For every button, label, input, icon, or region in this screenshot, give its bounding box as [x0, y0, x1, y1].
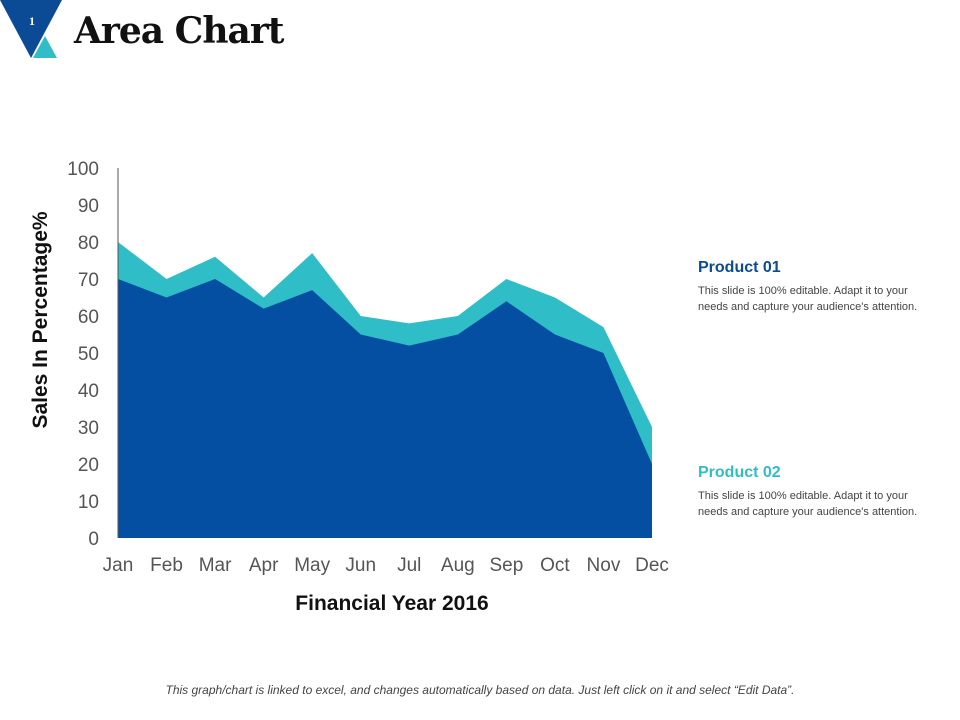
x-tick-label: Oct [540, 555, 570, 576]
slide-title: Area Chart [74, 10, 284, 52]
y-tick-label: 20 [78, 455, 99, 476]
y-tick-label: 30 [78, 418, 99, 439]
legend-title-product-02: Product 02 [698, 464, 781, 481]
x-tick-label: Feb [150, 555, 183, 576]
footer-note: This graph/chart is linked to excel, and… [165, 683, 795, 697]
y-tick-label: 40 [78, 381, 99, 402]
legend-product-01: Product 01 This slide is 100% editable. … [698, 259, 938, 315]
area-product-01 [118, 279, 652, 538]
x-tick-label: Aug [441, 555, 475, 576]
slide-number-badge [0, 0, 62, 58]
x-tick-label: Mar [199, 555, 232, 576]
y-tick-label: 90 [78, 196, 99, 217]
y-tick-label: 0 [88, 529, 99, 550]
y-axis-title: Sales In Percentage% [29, 211, 52, 428]
x-tick-label: Jul [397, 555, 421, 576]
x-axis-ticks: Jan Feb Mar Apr May Jun Jul Aug Sep Oct Nov Dec [103, 555, 669, 576]
x-axis-title: Financial Year 2016 [295, 592, 488, 615]
legend-title-product-01: Product 01 [698, 259, 781, 276]
legend-description-product-01: This slide is 100% editable. Adapt it to… [698, 285, 918, 313]
slide-number: 1 [29, 14, 35, 28]
x-tick-label: Jun [345, 555, 376, 576]
x-tick-label: Sep [489, 555, 523, 576]
x-tick-label: Nov [587, 555, 621, 576]
x-tick-label: May [294, 555, 330, 576]
x-tick-label: Dec [635, 555, 669, 576]
y-tick-label: 70 [78, 270, 99, 291]
x-tick-label: Apr [249, 555, 279, 576]
y-tick-label: 10 [78, 492, 99, 513]
chart-areas [118, 242, 652, 538]
badge-dark-triangle [0, 0, 62, 58]
legend-description-product-02: This slide is 100% editable. Adapt it to… [698, 490, 918, 518]
x-tick-label: Jan [103, 555, 134, 576]
legend-product-02: Product 02 This slide is 100% editable. … [698, 464, 938, 520]
y-tick-label: 100 [67, 159, 99, 180]
badge-light-triangle [33, 36, 57, 58]
y-tick-label: 60 [78, 307, 99, 328]
y-tick-label: 80 [78, 233, 99, 254]
y-axis-ticks: 0 10 20 30 40 50 60 70 80 90 100 [67, 159, 99, 550]
y-tick-label: 50 [78, 344, 99, 365]
